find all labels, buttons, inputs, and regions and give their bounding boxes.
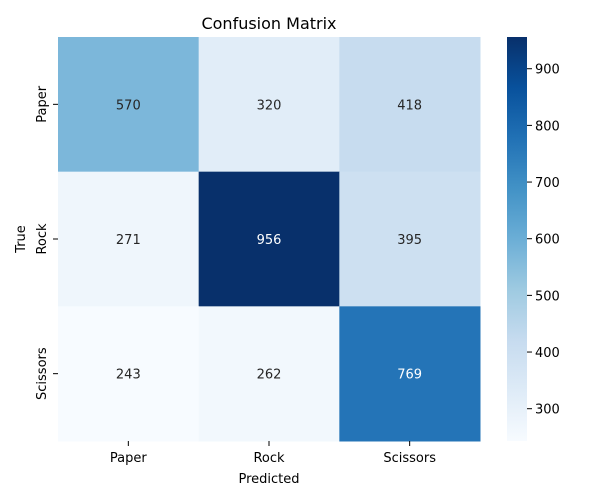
y-axis-ticks: Paper Rock Scissors — [35, 85, 58, 400]
cell-value-label: 320 — [257, 98, 282, 113]
cell-value-label: 271 — [116, 233, 141, 248]
y-tick-label: Scissors — [35, 347, 50, 400]
heatmap-cell — [58, 306, 200, 442]
x-axis-ticks: Paper Rock Scissors — [110, 441, 436, 466]
y-tick-label: Paper — [35, 85, 50, 122]
heatmap-cell — [198, 306, 340, 442]
colorbar-tick-label: 400 — [535, 346, 560, 361]
cell-value-label: 956 — [257, 233, 282, 248]
colorbar-tick-label: 700 — [535, 176, 560, 191]
heatmap-cell — [198, 171, 340, 307]
cell-value-label: 570 — [116, 98, 141, 113]
heatmap-cell — [339, 171, 481, 307]
heatmap-cells — [58, 37, 481, 442]
x-tick-label: Paper — [110, 451, 147, 466]
y-axis-label: True — [14, 225, 29, 254]
cell-value-label: 769 — [397, 368, 422, 383]
chart-title: Confusion Matrix — [201, 14, 336, 33]
heatmap-cell — [198, 37, 340, 173]
colorbar-ticks: 300 400 500 600 700 800 900 — [527, 63, 560, 418]
heatmap-cell — [339, 37, 481, 173]
cell-value-label: 262 — [257, 368, 282, 383]
heatmap-cell — [58, 171, 200, 307]
y-tick-label: Rock — [35, 223, 50, 255]
x-tick-label: Rock — [253, 451, 285, 466]
heatmap-cell — [58, 37, 200, 173]
heatmap-cell — [339, 306, 481, 442]
colorbar-tick-label: 900 — [535, 63, 560, 78]
colorbar-tick-label: 500 — [535, 289, 560, 304]
colorbar — [507, 37, 527, 441]
colorbar-tick-label: 800 — [535, 119, 560, 134]
x-tick-label: Scissors — [383, 451, 436, 466]
cell-value-label: 418 — [397, 98, 422, 113]
cell-value-label: 395 — [397, 233, 422, 248]
x-axis-label: Predicted — [238, 472, 299, 487]
cell-value-label: 243 — [116, 368, 141, 383]
colorbar-tick-label: 600 — [535, 233, 560, 248]
heatmap-cell-labels: 570 320 418 271 956 395 243 262 769 — [116, 98, 422, 382]
colorbar-tick-label: 300 — [535, 403, 560, 418]
